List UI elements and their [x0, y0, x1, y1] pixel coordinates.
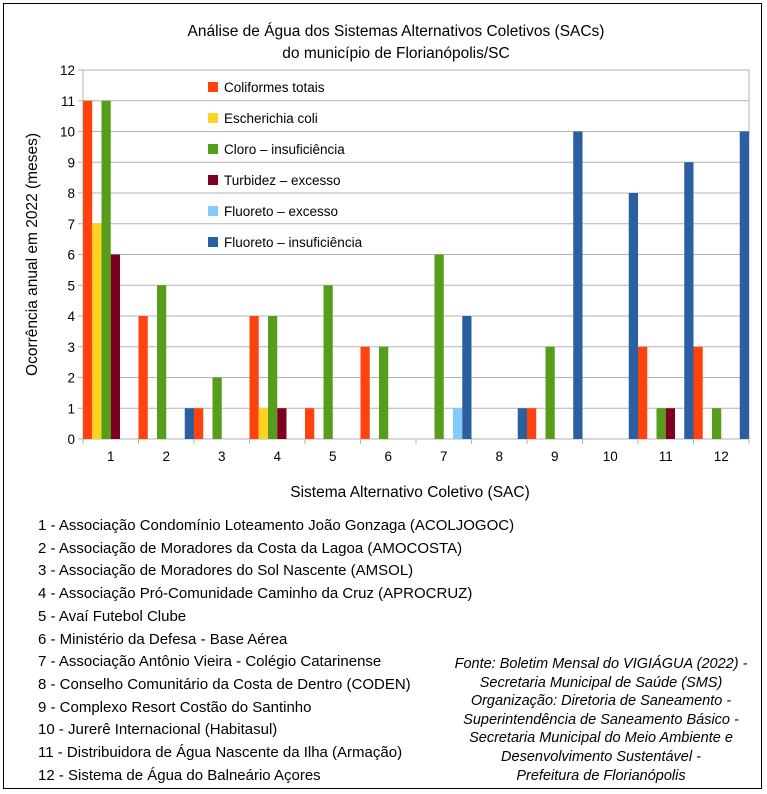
x-tick-label: 5 — [329, 449, 337, 464]
bar — [739, 131, 749, 439]
bar — [249, 316, 259, 439]
source-line: Secretaria Municipal de Saúde (SMS) — [479, 674, 723, 691]
y-tick-label: 11 — [61, 94, 75, 109]
bar — [92, 223, 102, 439]
bar — [462, 316, 472, 439]
sac-list-item: 11 - Distribuidora de Água Nascente da I… — [38, 744, 403, 762]
bar — [453, 408, 463, 439]
x-tick-label: 12 — [714, 449, 729, 464]
sac-list-item: 2 - Associação de Moradores da Costa da … — [38, 539, 463, 557]
legend-label: Fluoreto – insuficiência — [224, 235, 363, 250]
bar — [277, 408, 287, 439]
bar — [83, 100, 93, 439]
sac-list-item: 8 - Conselho Comunitário da Costa de Den… — [38, 675, 411, 693]
bar — [110, 254, 120, 439]
source-line: Prefeitura de Florianópolis — [516, 767, 686, 784]
x-tick-label: 10 — [603, 449, 618, 464]
legend-swatch — [208, 206, 218, 216]
legend-label: Escherichia coli — [224, 111, 318, 126]
bar — [693, 346, 703, 439]
sac-list-item: 4 - Associação Pró-Comunidade Caminho da… — [38, 585, 473, 603]
bar — [212, 377, 222, 439]
x-tick-label: 4 — [273, 449, 281, 464]
y-tick-label: 3 — [67, 340, 75, 355]
x-tick-label: 1 — [107, 449, 115, 464]
y-tick-label: 2 — [67, 371, 75, 386]
bar — [656, 408, 666, 439]
bar — [434, 254, 444, 439]
x-axis-label: Sistema Alternativo Coletivo (SAC) — [290, 484, 529, 501]
y-tick-label: 4 — [67, 309, 75, 324]
legend-label: Fluoreto – excesso — [224, 204, 338, 219]
y-tick-label: 9 — [67, 155, 75, 170]
x-tick-label: 3 — [218, 449, 226, 464]
sac-legend-list: 1 - Associação Condomínio Loteamento Joã… — [38, 515, 514, 787]
bar — [138, 316, 148, 439]
x-tick-label: 9 — [551, 449, 559, 464]
bar — [323, 285, 333, 439]
y-tick-label: 12 — [60, 63, 75, 78]
sac-list-item: 7 - Associação Antônio Vieira - Colégio … — [38, 653, 382, 671]
source-line: Desenvolvimento Sustentável - — [501, 748, 701, 765]
legend-swatch — [208, 113, 218, 123]
legend-swatch — [208, 175, 218, 185]
legend-swatch — [208, 237, 218, 247]
source-line: Organização: Diretoria de Saneamento - — [470, 693, 732, 710]
y-tick-label: 8 — [67, 186, 75, 201]
chart-title: do município de Florianópolis/SC — [282, 45, 509, 62]
sac-list-item: 9 - Complexo Resort Costão do Santinho — [38, 698, 312, 716]
source-line: Secretaria Municipal do Meio Ambiente e — [469, 730, 733, 747]
sac-list-item: 12 - Sistema de Água do Balneário Açores — [38, 766, 321, 784]
bar — [101, 100, 111, 439]
bar — [665, 408, 675, 439]
legend-label: Coliformes totais — [224, 80, 325, 95]
bar — [305, 408, 315, 439]
bar — [258, 408, 268, 439]
x-tick-label: 6 — [384, 449, 392, 464]
source-note: Fonte: Boletim Mensal do VIGIÁGUA (2022)… — [436, 655, 766, 785]
bar — [157, 285, 167, 439]
bar — [184, 408, 194, 439]
legend-label: Cloro – insuficiência — [224, 142, 345, 157]
y-tick-label: 0 — [67, 432, 75, 447]
y-tick-label: 10 — [60, 125, 75, 140]
source-line: Fonte: Boletim Mensal do VIGIÁGUA (2022)… — [454, 656, 748, 672]
bar — [628, 193, 638, 439]
bar — [527, 408, 537, 439]
bar — [194, 408, 204, 439]
source-line: Superintendência de Saneamento Básico - — [463, 711, 739, 728]
sac-list-item: 6 - Ministério da Defesa - Base Aérea — [38, 630, 288, 648]
x-tick-label: 7 — [440, 449, 448, 464]
legend-swatch — [208, 144, 218, 154]
x-tick-label: 8 — [495, 449, 503, 464]
y-tick-label: 5 — [67, 278, 75, 293]
bar — [379, 346, 389, 439]
bar — [268, 316, 278, 439]
y-tick-label: 7 — [67, 217, 75, 232]
bar — [545, 346, 555, 439]
chart-figure: Análise de Água dos Sistemas Alternativo… — [3, 3, 762, 789]
sac-list-item: 10 - Jurerê Internacional (Habitasul) — [38, 721, 278, 739]
bar — [712, 408, 722, 439]
y-tick-label: 6 — [67, 248, 75, 263]
bar — [360, 346, 370, 439]
chart-title: Análise de Água dos Sistemas Alternativo… — [188, 23, 605, 40]
sac-list-item: 1 - Associação Condomínio Loteamento Joã… — [38, 517, 515, 534]
bar — [638, 346, 648, 439]
y-tick-label: 1 — [67, 401, 75, 416]
bar-chart: Análise de Água dos Sistemas Alternativo… — [24, 23, 750, 501]
bar — [517, 408, 527, 439]
bar — [684, 162, 694, 439]
y-axis-label: Ocorrência anual em 2022 (meses) — [24, 133, 41, 376]
x-tick-label: 11 — [659, 449, 673, 464]
bar — [573, 131, 583, 439]
legend-swatch — [208, 82, 218, 92]
x-tick-label: 2 — [162, 449, 170, 464]
legend-label: Turbidez – excesso — [224, 173, 341, 188]
sac-list-item: 3 - Associação de Moradores do Sol Nasce… — [38, 562, 414, 580]
sac-list-item: 5 - Avaí Futebol Clube — [38, 607, 187, 625]
